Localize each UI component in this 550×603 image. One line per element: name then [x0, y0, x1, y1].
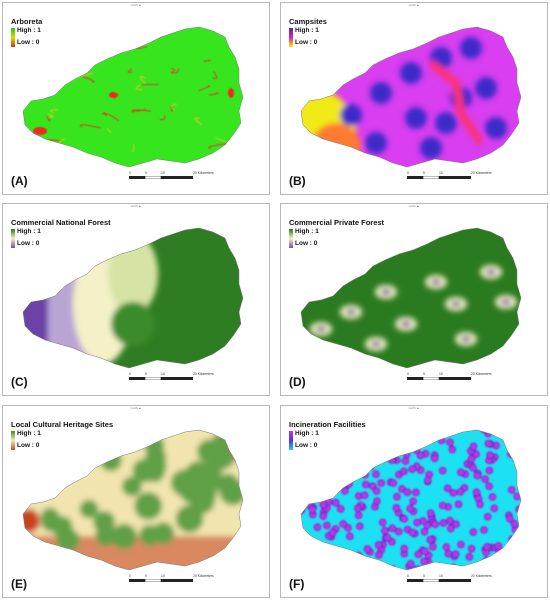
legend-color-bar	[289, 229, 293, 248]
scale-bar: 0 5 10 20 Kilometers	[407, 171, 507, 185]
legend: High : 1 Low : 0	[289, 430, 349, 457]
legend-low: Low : 0	[295, 240, 318, 247]
region-map	[22, 429, 244, 571]
legend: High : 1 Low : 0	[289, 228, 349, 255]
panel-title: Commercial National Forest	[11, 218, 111, 227]
panel-label: (D)	[289, 375, 306, 389]
scale-tick: 10	[439, 574, 443, 578]
legend-low: Low : 0	[17, 240, 40, 247]
scale-tick: 5	[423, 372, 425, 376]
legend-high: High : 1	[295, 228, 319, 235]
region-map	[22, 26, 244, 168]
panel-title: Incineration Facilities	[289, 420, 366, 429]
panel-title: Campsites	[289, 17, 327, 26]
scale-tick: 5	[423, 171, 425, 175]
scale-bar: 0 5 10 20 Kilometers	[407, 372, 507, 386]
map-panel-arboreta: north ▲ Arboreta High : 1 Low : 0 (A) 0 …	[2, 2, 270, 195]
legend-color-bar	[289, 431, 293, 450]
scale-tick: 0	[407, 171, 409, 175]
scale-tick: 20 Kilometers	[193, 372, 214, 376]
map-panel-incineration-facilities: north ▲ Incineration Facilities High : 1…	[280, 405, 548, 598]
north-arrow: north ▲	[130, 3, 142, 7]
scale-bar: 0 5 10 20 Kilometers	[129, 171, 229, 185]
scale-tick: 5	[423, 574, 425, 578]
north-arrow: north ▲	[408, 204, 420, 208]
scale-tick: 5	[145, 171, 147, 175]
scale-tick: 5	[145, 574, 147, 578]
map-panel-local-cultural-heritage-sites: north ▲ Local Cultural Heritage Sites Hi…	[2, 405, 270, 598]
scale-tick: 0	[407, 574, 409, 578]
north-arrow: north ▲	[130, 406, 142, 410]
legend-color-bar	[11, 229, 15, 248]
scale-tick: 20 Kilometers	[193, 171, 214, 175]
panel-label: (A)	[11, 174, 28, 188]
scale-tick: 20 Kilometers	[471, 171, 492, 175]
scale-bar: 0 5 10 20 Kilometers	[129, 574, 229, 588]
panel-label: (C)	[11, 375, 28, 389]
legend-high: High : 1	[17, 27, 41, 34]
map-panel-campsites: north ▲ Campsites High : 1 Low : 0 (B) 0…	[280, 2, 548, 195]
panel-title: Commercial Private Forest	[289, 218, 385, 227]
scale-tick: 20 Kilometers	[193, 574, 214, 578]
legend: High : 1 Low : 0	[11, 228, 71, 255]
legend-high: High : 1	[17, 430, 41, 437]
legend-color-bar	[11, 28, 15, 47]
panel-label: (E)	[11, 577, 27, 591]
map-panel-commercial-private-forest: north ▲ Commercial Private Forest High :…	[280, 203, 548, 396]
legend-high: High : 1	[295, 430, 319, 437]
panel-title: Local Cultural Heritage Sites	[11, 420, 114, 429]
scale-tick: 0	[129, 171, 131, 175]
legend-low: Low : 0	[17, 39, 40, 46]
legend-color-bar	[289, 28, 293, 47]
scale-tick: 0	[407, 372, 409, 376]
legend-high: High : 1	[295, 27, 319, 34]
region-map	[300, 26, 522, 168]
region-map	[300, 429, 522, 571]
map-panel-commercial-national-forest: north ▲ Commercial National Forest High …	[2, 203, 270, 396]
legend: High : 1 Low : 0	[289, 27, 349, 54]
scale-tick: 0	[129, 574, 131, 578]
scale-tick: 10	[161, 574, 165, 578]
panel-title: Arboreta	[11, 17, 43, 26]
scale-tick: 10	[161, 372, 165, 376]
north-arrow: north ▲	[130, 204, 142, 208]
scale-tick: 0	[129, 372, 131, 376]
scale-tick: 20 Kilometers	[471, 574, 492, 578]
north-arrow: north ▲	[408, 3, 420, 7]
scale-bar: 0 5 10 20 Kilometers	[129, 372, 229, 386]
scale-tick: 10	[161, 171, 165, 175]
legend-low: Low : 0	[17, 442, 40, 449]
legend: High : 1 Low : 0	[11, 430, 71, 457]
region-map	[22, 227, 244, 369]
panel-label: (F)	[289, 577, 305, 591]
scale-bar: 0 5 10 20 Kilometers	[407, 574, 507, 588]
legend-high: High : 1	[17, 228, 41, 235]
legend-color-bar	[11, 431, 15, 450]
panel-label: (B)	[289, 174, 306, 188]
scale-tick: 5	[145, 372, 147, 376]
scale-tick: 20 Kilometers	[471, 372, 492, 376]
scale-tick: 10	[439, 372, 443, 376]
north-arrow: north ▲	[408, 406, 420, 410]
legend-low: Low : 0	[295, 39, 318, 46]
scale-tick: 10	[439, 171, 443, 175]
legend: High : 1 Low : 0	[11, 27, 71, 54]
region-map	[300, 227, 522, 369]
legend-low: Low : 0	[295, 442, 318, 449]
